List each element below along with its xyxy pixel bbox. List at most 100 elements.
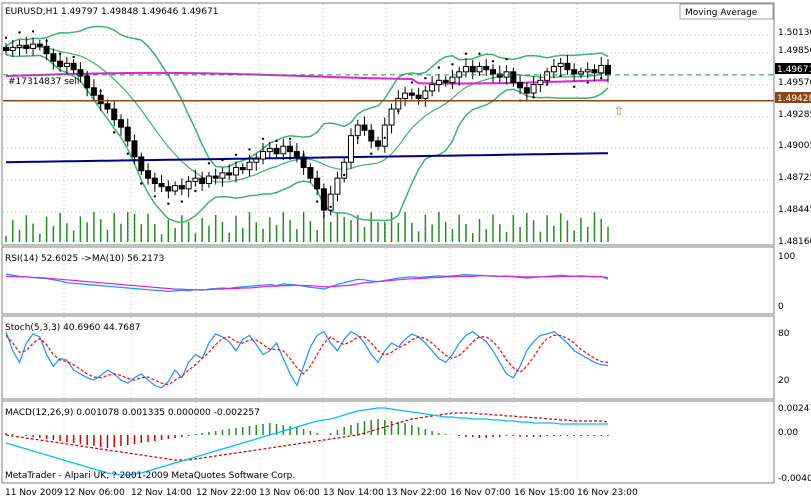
time-tick: 12 Nov 14:00 [131,488,192,498]
candle-body [523,87,530,94]
candle-body [429,84,436,92]
svg-text:Moving Average: Moving Average [685,8,758,18]
indicator-button[interactable]: Moving Average [679,3,774,20]
candle-body [30,43,37,49]
sar-dot [315,200,319,203]
candle-body [341,161,348,179]
price-tick: 1.49850 [778,46,811,56]
candle-body [192,177,199,182]
candle-body [165,186,172,192]
macd-axis-zero: 0.00 [778,428,798,438]
candle-body [23,44,30,49]
candle-body [280,145,287,155]
grid-layer [3,4,774,483]
sar-dot [532,96,535,99]
sar-dot [18,31,21,34]
rsi-ma-line [6,275,609,291]
sar-dot [31,30,35,33]
sar-dot [207,162,211,165]
rsi-axis-max: 100 [778,252,795,262]
candle-body [145,170,152,179]
macd-signal-line [5,412,609,461]
candle-body [124,126,131,142]
candle-body [584,69,591,73]
candle-body [239,167,246,171]
rsi-title: RSI(14) 52.6025 ->MA(10) 56.2173 [5,254,164,264]
sar-dot [491,59,495,63]
moving-averages [5,71,609,164]
candle-body [361,124,368,131]
sar-dot [113,131,116,134]
candle-body [557,62,564,67]
candle-body [253,158,260,163]
time-tick: 16 Nov 15:00 [514,488,575,498]
sar-dot [451,63,454,66]
macd-axis-max: 0.00247 [778,404,811,414]
sar-dot [586,81,589,84]
time-axis: 11 Nov 2009 12 Nov 06:00 12 Nov 14:00 12… [5,488,638,498]
candle-body [347,135,354,163]
candle-body [544,71,551,81]
sar-dot [99,89,102,93]
parabolic-sar-dots [4,30,603,209]
rsi-axis-min: 0 [778,302,784,312]
sar-dot [180,200,184,203]
stoch-panel-frame [1,315,775,400]
candle-body [111,108,118,121]
candle-body [3,46,9,52]
sar-dot [302,153,305,156]
candle-body [185,180,192,190]
candlesticks [3,36,611,219]
candle-body [246,161,253,171]
candle-body [422,90,429,99]
candle-body [395,97,402,110]
candle-body [63,62,70,67]
sar-dot [600,77,603,80]
sar-dot [559,74,562,78]
candle-body [158,183,165,188]
candle-body [138,156,145,172]
price-axis: 1.50130 1.49850 1.49570 1.49285 1.49005 … [778,28,811,247]
candle-body [199,177,206,185]
sar-dot [288,137,292,141]
sar-dot [140,182,143,185]
ma-slow-line [5,152,609,164]
candle-body [104,103,111,110]
time-tick: 13 Nov 14:00 [323,488,384,498]
sar-dot [424,77,427,80]
current-price-badge: 1.49671 [775,63,811,75]
volume-bars [5,212,609,242]
candle-body [550,66,557,73]
candle-body [510,71,517,83]
sar-dot [545,83,549,86]
arrow-up-icon: ⇧ [614,104,624,118]
candle-body [517,81,524,89]
candle-body [605,64,611,76]
sar-dot [194,189,197,193]
candle-body [131,140,138,158]
price-tick: 1.49285 [778,110,811,120]
candle-body [57,60,64,68]
candle-body [490,69,497,75]
sub-indicator-lines [5,273,609,476]
sar-dot [505,57,508,61]
macd-panel-frame [1,400,775,484]
bollinger-lower [5,54,609,224]
candle-body [293,151,300,158]
candle-body [320,188,327,211]
candle-body [70,62,77,71]
candle-body [354,124,361,137]
candle-body [577,71,584,75]
candle-body [530,84,537,94]
rsi-panel-frame [1,246,775,315]
sar-dot [410,81,414,84]
sar-dot [383,136,386,139]
candle-body [50,53,57,62]
sar-dot [221,158,224,162]
candle-body [314,177,321,190]
candle-body [178,185,185,190]
candle-body [226,172,233,176]
candle-body [307,167,314,179]
svg-text:1.49671: 1.49671 [777,65,811,75]
